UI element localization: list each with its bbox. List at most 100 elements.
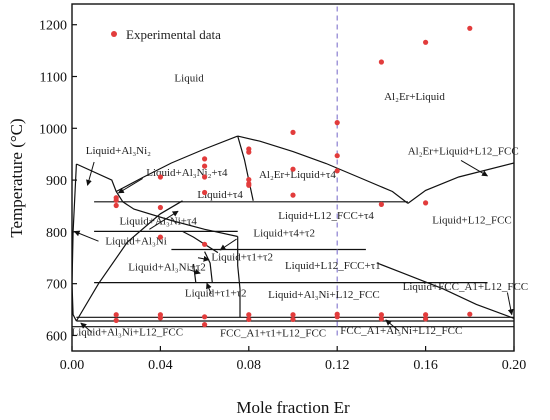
data-point-35 — [378, 201, 384, 207]
y-tick-label-5: 1100 — [40, 71, 67, 86]
region-label-17: Liquid+FCC_A1+L12_FCC — [403, 281, 529, 293]
data-point-5 — [157, 174, 163, 180]
region-label-12: Liquid+τ1+τ2 — [211, 251, 273, 263]
region-label-15: Liquid+τ1+τ2 — [185, 288, 247, 300]
data-point-23 — [246, 316, 252, 322]
y-tick-label-2: 800 — [46, 226, 67, 241]
label-arrow-2 — [149, 210, 179, 230]
data-point-10 — [202, 156, 208, 162]
region-label-8: Liquid+Al₃Ni+τ4 — [119, 216, 197, 228]
x-tick-label-4: 0.16 — [413, 358, 438, 373]
label-arrow-9 — [385, 319, 400, 332]
region-label-16: Liquid+Al₃Ni+L12_FCC — [268, 289, 380, 301]
label-arrows — [73, 159, 514, 333]
data-point-19 — [246, 177, 252, 183]
y-tick-label-0: 600 — [46, 329, 67, 344]
phase-boundary-8 — [182, 230, 219, 254]
legend-label-experimental: Experimental data — [126, 27, 221, 42]
phase-boundary-6 — [75, 200, 183, 322]
region-label-11: Liquid+Al₃Ni — [105, 235, 166, 247]
label-arrow-10 — [506, 292, 514, 316]
legend-marker-experimental — [111, 31, 117, 37]
data-point-11 — [202, 163, 208, 169]
x-axis-ticks: 0.00 0.04 0.08 0.12 0.16 0.20 — [60, 346, 527, 373]
label-arrow-3 — [73, 230, 99, 242]
phase-boundary-1 — [115, 135, 238, 193]
data-point-27 — [290, 312, 296, 318]
x-tick-label-1: 0.04 — [148, 358, 173, 373]
y-axis-ticks: 600 700 800 900 1000 1100 1200 — [39, 19, 77, 344]
y-tick-label-4: 1000 — [39, 122, 67, 137]
data-point-42 — [467, 25, 473, 31]
region-label-0: Liquid — [174, 73, 204, 85]
phase-boundaries — [72, 135, 514, 328]
data-point-33 — [334, 314, 340, 320]
data-point-16 — [202, 322, 208, 328]
plot-frame — [71, 3, 515, 352]
label-arrow-4 — [219, 238, 237, 251]
data-point-25 — [290, 166, 296, 172]
region-label-1: Al₂Er+Liquid — [384, 91, 445, 103]
label-arrow-6 — [197, 255, 210, 262]
data-point-1 — [113, 197, 119, 203]
region-label-14: Liquid+L12_FCC+τ1 — [285, 260, 381, 272]
label-arrow-7 — [206, 282, 212, 295]
region-label-6: Liquid+τ4 — [197, 189, 243, 201]
data-point-30 — [334, 153, 340, 159]
data-point-34 — [378, 59, 384, 65]
phase-boundary-5 — [72, 163, 77, 322]
x-tick-label-5: 0.20 — [502, 358, 527, 373]
data-point-21 — [246, 182, 252, 188]
label-arrow-5 — [188, 268, 201, 275]
phase-boundary-0 — [76, 163, 238, 238]
data-point-41 — [423, 316, 429, 322]
data-point-2 — [113, 202, 119, 209]
region-label-5: Al₂Er+Liquid+L12_FCC — [408, 146, 519, 158]
region-label-13: Liquid+Al₃Ni+τ2 — [128, 262, 206, 274]
data-point-18 — [246, 149, 252, 155]
region-label-2: Liquid+Al₃Ni₂ — [86, 145, 151, 157]
region-label-10: Liquid+τ4+τ2 — [253, 228, 315, 240]
data-point-3 — [113, 312, 119, 318]
data-point-7 — [157, 234, 163, 240]
data-point-13 — [202, 189, 208, 196]
data-point-29 — [334, 120, 340, 126]
region-label-18: Liquid+Al₃Ni+L12_FCC — [72, 327, 184, 339]
data-point-43 — [467, 311, 473, 317]
data-point-28 — [290, 316, 296, 322]
region-labels: Liquid Al₂Er+Liquid Liquid+Al₃Ni₂ Liquid+Al… — [72, 73, 529, 340]
x-tick-label-2: 0.08 — [237, 358, 262, 373]
label-arrow-8 — [80, 322, 93, 333]
data-point-24 — [290, 129, 296, 135]
data-point-36 — [378, 312, 384, 318]
label-arrow-11 — [460, 159, 489, 177]
label-arrow-1 — [117, 178, 143, 194]
phase-boundary-4 — [237, 135, 254, 201]
y-tick-label-6: 1200 — [39, 19, 67, 34]
x-tick-label-3: 0.12 — [325, 358, 350, 373]
data-point-14 — [202, 241, 208, 247]
y-tick-label-3: 900 — [46, 174, 67, 189]
region-label-4: Al₂Er+Liquid+τ4 — [259, 169, 336, 181]
phase-boundary-2 — [237, 135, 409, 204]
phase-boundary-7 — [237, 236, 241, 318]
phase-boundary-11 — [376, 262, 514, 319]
data-point-6 — [157, 204, 163, 211]
legend: Experimental data — [111, 27, 221, 42]
label-arrow-0 — [86, 161, 95, 186]
data-point-22 — [246, 312, 252, 318]
y-axis-title: Temperature (°C) — [7, 118, 26, 237]
data-point-40 — [423, 312, 429, 318]
region-label-19: FCC_A1+τ1+L12_FCC — [220, 328, 326, 340]
y-tick-label-1: 700 — [46, 278, 67, 293]
data-point-38 — [423, 39, 429, 45]
experimental-data-points — [113, 25, 473, 328]
region-label-9: Liquid+L12_FCC — [432, 215, 512, 227]
phase-boundary-10 — [204, 251, 213, 283]
region-label-20: FCC_A1+Al₃Ni+L12_FCC — [340, 325, 462, 337]
data-point-15 — [202, 314, 208, 320]
data-point-31 — [334, 168, 340, 174]
data-point-26 — [290, 192, 296, 198]
region-label-7: Liquid+L12_FCC+τ4 — [278, 210, 374, 222]
